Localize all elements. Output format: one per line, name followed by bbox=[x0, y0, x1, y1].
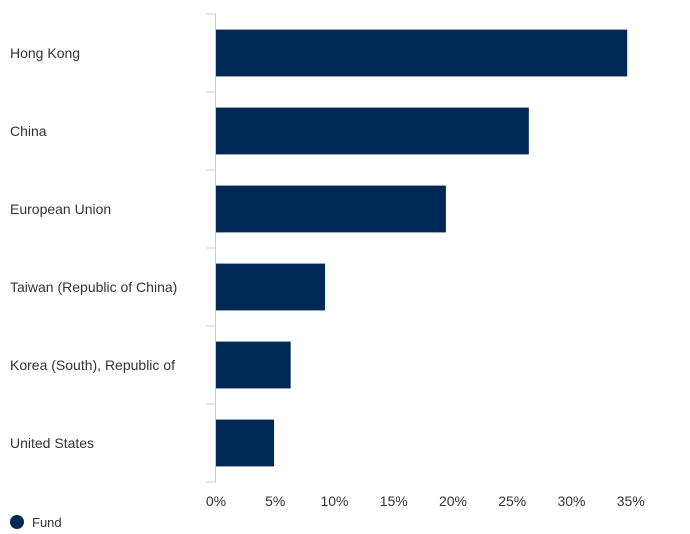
category-label: European Union bbox=[10, 201, 111, 217]
category-label: United States bbox=[10, 435, 94, 451]
category-label: Taiwan (Republic of China) bbox=[10, 279, 177, 295]
bar-hong-kong[interactable] bbox=[216, 29, 628, 77]
legend-label-fund: Fund bbox=[32, 514, 62, 530]
legend-marker-fund bbox=[10, 515, 24, 529]
x-tick-label: 35% bbox=[617, 493, 645, 509]
bar-european-union[interactable] bbox=[216, 185, 446, 233]
x-tick-label: 5% bbox=[265, 493, 285, 509]
x-tick-label: 0% bbox=[206, 493, 226, 509]
x-tick-label: 20% bbox=[439, 493, 467, 509]
x-tick-label: 30% bbox=[557, 493, 585, 509]
category-labels: Hong Kong China European Union Taiwan (Repu… bbox=[10, 45, 177, 451]
bar-taiwan-republic-of-china[interactable] bbox=[216, 263, 326, 311]
bar-china[interactable] bbox=[216, 107, 529, 155]
category-label: Korea (South), Republic of bbox=[10, 357, 175, 373]
x-axis-tick-labels: 0% 5% 10% 15% 20% 25% 30% 35% bbox=[206, 493, 645, 509]
category-label: China bbox=[10, 123, 47, 139]
x-tick-label: 25% bbox=[498, 493, 526, 509]
category-label: Hong Kong bbox=[10, 45, 80, 61]
x-tick-label: 15% bbox=[380, 493, 408, 509]
bar-korea-south-republic-of[interactable] bbox=[216, 341, 291, 389]
legend[interactable]: Fund bbox=[10, 512, 62, 532]
bars bbox=[216, 29, 628, 467]
bar-united-states[interactable] bbox=[216, 419, 275, 467]
category-axis-ticks bbox=[206, 13, 216, 483]
x-tick-label: 10% bbox=[320, 493, 348, 509]
